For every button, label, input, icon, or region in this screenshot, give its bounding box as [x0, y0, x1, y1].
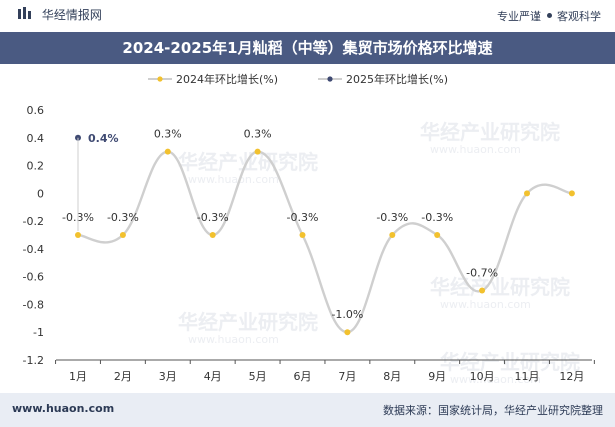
line-chart: 华经产业研究院www.huaon.com华经产业研究院www.huaon.com…	[23, 72, 595, 386]
data-point	[434, 232, 441, 238]
watermark-text: 华经产业研究院	[440, 350, 580, 374]
watermark-url: www.huaon.com	[440, 298, 531, 311]
y-tick-label: 0.4	[27, 132, 45, 145]
data-point	[75, 232, 81, 238]
y-tick-label: -0.6	[23, 271, 44, 284]
footer-source: 数据来源：国家统计局，华经产业研究院整理	[383, 404, 603, 417]
data-point	[75, 134, 81, 141]
y-tick-label: -0.8	[23, 298, 44, 311]
watermark-group: 华经产业研究院www.huaon.com华经产业研究院www.huaon.com…	[178, 120, 580, 386]
chart-title: 2024-2025年1月籼稻（中等）集贸市场价格环比增速	[0, 32, 615, 64]
y-tick-label: -0.4	[23, 243, 44, 256]
data-label: -0.3%	[376, 211, 408, 224]
data-label: 0.3%	[244, 128, 272, 141]
x-tick-label: 1月	[69, 370, 87, 383]
y-tick-label: -1	[33, 326, 44, 339]
watermark-url: www.huaon.com	[430, 143, 521, 156]
x-tick-label: 3月	[159, 370, 177, 383]
data-label: -1.0%	[331, 308, 363, 321]
data-label: 0.3%	[154, 128, 182, 141]
x-tick-label: 4月	[204, 370, 222, 383]
x-tick-label: 8月	[383, 370, 401, 383]
data-label: -0.7%	[466, 267, 498, 280]
x-tick-label: 9月	[428, 370, 446, 383]
watermark-text: 华经产业研究院	[430, 275, 570, 299]
watermark-text: 华经产业研究院	[420, 120, 560, 144]
x-tick-label: 12月	[559, 370, 584, 383]
footer-site[interactable]: www.huaon.com	[12, 402, 115, 415]
data-label: -0.3%	[107, 211, 139, 224]
watermark-url: www.huaon.com	[450, 373, 541, 386]
footer: www.huaon.com 数据来源：国家统计局，华经产业研究院整理	[0, 393, 615, 427]
x-tick-label: 5月	[249, 370, 267, 383]
data-point	[524, 190, 530, 197]
data-point	[119, 232, 126, 238]
watermark-url: www.huaon.com	[188, 173, 279, 186]
y-tick-label: 0.6	[27, 104, 45, 117]
separator-dot-icon	[547, 13, 552, 18]
data-label: -0.3%	[287, 211, 319, 224]
watermark-text: 华经产业研究院	[178, 310, 318, 334]
brand[interactable]: 华经情报网	[18, 6, 102, 23]
top-bar: 华经情报网 专业严谨 客观科学	[0, 0, 615, 32]
axes: 0.6 0.4 0.2 0 -0.2 -0.4 -0.6 -0.8 -1 -1.2 1月 2月 3月 4月…	[23, 104, 595, 383]
x-tick-label: 2月	[114, 370, 132, 383]
series-group: -0.3% -0.3% 0.3% -0.3% 0.3% -0.3% -1.0% -0.3% -0…	[62, 128, 575, 336]
legend-marker	[327, 76, 333, 82]
tagline: 专业严谨 客观科学	[497, 8, 601, 24]
x-tick-label: 6月	[294, 370, 312, 383]
legend-label: 2024年环比增长(%)	[176, 72, 278, 86]
brand-name: 华经情报网	[41, 8, 102, 22]
data-label: -0.3%	[197, 211, 229, 224]
x-tick-label: 11月	[515, 370, 540, 383]
tagline-left: 专业严谨	[497, 10, 541, 23]
data-point	[164, 148, 171, 155]
data-point	[479, 287, 486, 294]
data-label: 0.4%	[88, 132, 119, 145]
data-point	[389, 232, 396, 238]
legend-label: 2025年环比增长(%)	[346, 72, 448, 86]
y-tick-label: -1.2	[23, 354, 44, 367]
data-point	[254, 148, 261, 155]
watermark-url: www.huaon.com	[188, 333, 279, 346]
tagline-right: 客观科学	[557, 10, 601, 23]
data-label: -0.3%	[421, 211, 453, 224]
y-tick-label: 0.2	[27, 160, 45, 173]
legend-marker	[157, 76, 163, 82]
data-point	[209, 232, 216, 238]
y-tick-label: 0	[37, 187, 44, 200]
legend: 2024年环比增长(%) 2025年环比增长(%)	[148, 72, 448, 86]
x-tick-label: 7月	[338, 370, 356, 383]
y-tick-label: -0.2	[23, 215, 44, 228]
data-point	[299, 232, 306, 238]
x-tick-label: 10月	[470, 370, 495, 383]
data-point	[344, 329, 351, 336]
bar-logo-icon	[18, 7, 32, 22]
data-point	[568, 190, 575, 197]
